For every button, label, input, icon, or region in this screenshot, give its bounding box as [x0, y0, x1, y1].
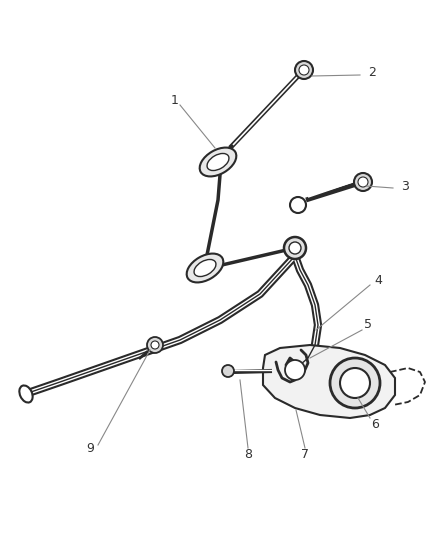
Text: 1: 1 — [171, 93, 179, 107]
Circle shape — [222, 365, 234, 377]
Circle shape — [290, 197, 306, 213]
Circle shape — [354, 173, 372, 191]
Circle shape — [151, 341, 159, 349]
Ellipse shape — [187, 254, 223, 282]
Circle shape — [295, 61, 313, 79]
Polygon shape — [263, 345, 395, 418]
Text: 7: 7 — [301, 448, 309, 462]
Circle shape — [284, 237, 306, 259]
Circle shape — [289, 242, 301, 254]
Text: 6: 6 — [371, 418, 379, 432]
Circle shape — [147, 337, 163, 353]
Text: 2: 2 — [368, 66, 376, 78]
Text: 3: 3 — [401, 181, 409, 193]
Circle shape — [330, 358, 380, 408]
Circle shape — [285, 360, 305, 380]
Circle shape — [299, 65, 309, 75]
Circle shape — [340, 368, 370, 398]
Text: 5: 5 — [364, 319, 372, 332]
Text: 8: 8 — [244, 448, 252, 462]
Text: 4: 4 — [374, 273, 382, 287]
Circle shape — [358, 177, 368, 187]
Ellipse shape — [207, 154, 229, 171]
Text: 9: 9 — [86, 441, 94, 455]
Ellipse shape — [19, 385, 33, 402]
Ellipse shape — [200, 148, 237, 176]
Ellipse shape — [194, 260, 216, 277]
